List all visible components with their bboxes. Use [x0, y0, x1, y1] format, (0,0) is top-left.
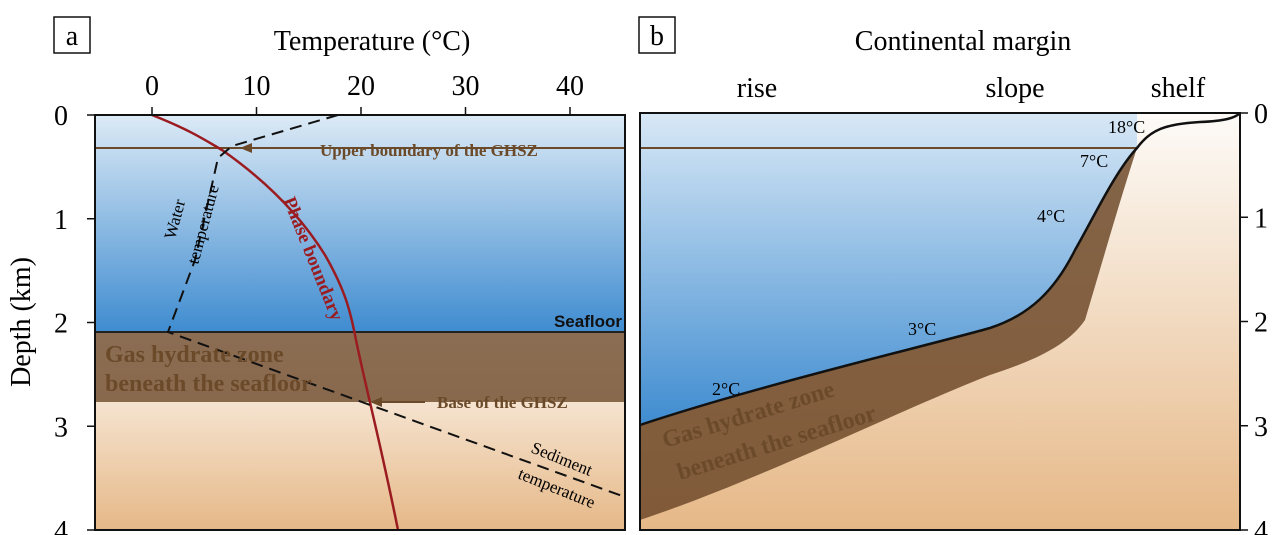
temperature-label: 2°C [712, 379, 740, 399]
y-tick-label: 3 [54, 412, 68, 443]
temperature-label: 3°C [908, 319, 936, 339]
annotation: Seafloor [554, 312, 622, 331]
y-tick-label: 2 [54, 309, 68, 340]
panel-a: a Temperature (°C) Depth (km) 0 10 20 30 40 0… [6, 17, 625, 535]
zone-label: rise [737, 73, 777, 104]
x-tick-label: 0 [145, 71, 159, 102]
annotation: Base of the GHSZ [437, 393, 568, 412]
y-tick-label: 0 [54, 101, 68, 132]
y-tick-label: 2 [1254, 308, 1268, 339]
temperature-label: 18°C [1108, 117, 1145, 137]
temperature-label: 7°C [1080, 151, 1108, 171]
y-tick-label: 4 [54, 516, 68, 535]
figure: a Temperature (°C) Depth (km) 0102030400… [0, 0, 1279, 535]
y-tick-label: 3 [1254, 412, 1268, 443]
y-tick-label: 1 [1254, 203, 1268, 234]
zone-label: slope [985, 73, 1044, 104]
panel-b: b Continental margin rise slope shelf 0 1… [639, 17, 1268, 535]
annotation: beneath the seafloor [105, 371, 312, 397]
zone-label: shelf [1151, 73, 1206, 104]
x-axis-title: Temperature (°C) [274, 26, 471, 57]
x-tick-label: 10 [243, 71, 271, 102]
y-tick-label: 0 [1254, 99, 1268, 130]
panel-title: Continental margin [855, 26, 1071, 57]
panel-label: a [66, 21, 79, 52]
annotation: Gas hydrate zone [105, 342, 284, 368]
y-tick-label: 4 [1254, 516, 1268, 535]
y-tick-label: 1 [54, 205, 68, 236]
x-tick-label: 20 [347, 71, 375, 102]
annotation: Upper boundary of the GHSZ [320, 141, 538, 160]
x-tick-label: 40 [556, 71, 584, 102]
x-tick-label: 30 [452, 71, 480, 102]
temperature-label: 4°C [1037, 206, 1065, 226]
panel-label: b [650, 21, 664, 52]
y-axis-title: Depth (km) [6, 257, 37, 387]
